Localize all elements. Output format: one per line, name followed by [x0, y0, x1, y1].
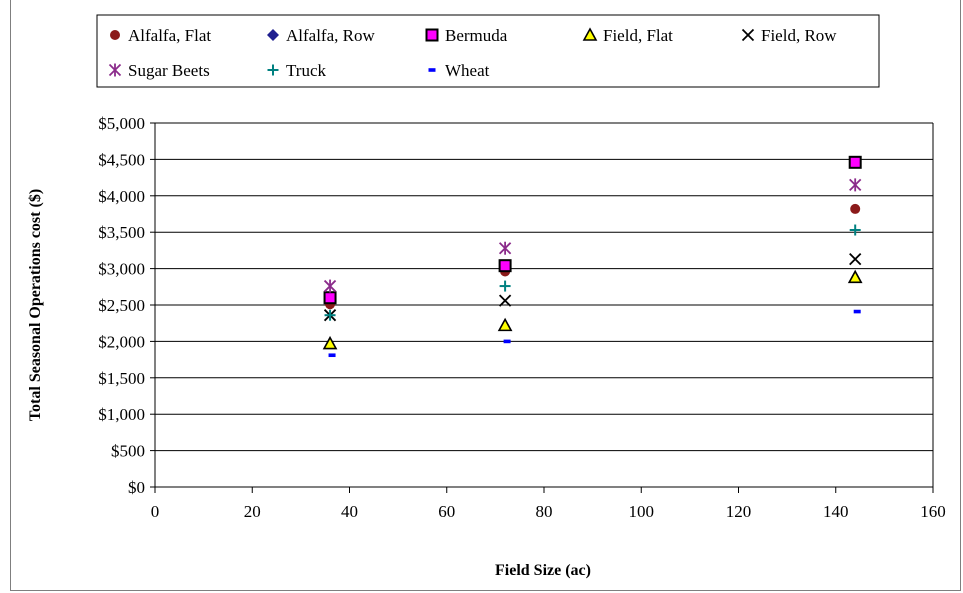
data-point-wheat: [503, 339, 511, 344]
y-tick-label: $3,000: [98, 260, 145, 279]
grid-lines: [155, 122, 933, 488]
x-tick-label: 80: [536, 502, 553, 521]
legend-marker-truck: [267, 64, 279, 76]
legend-marker-wheat: [428, 68, 436, 72]
legend-marker-field-flat: [582, 27, 598, 41]
y-tick-label: $5,000: [98, 114, 145, 133]
y-tick-label: $0: [128, 478, 145, 497]
legend-label: Alfalfa, Row: [286, 26, 375, 45]
axes: [150, 122, 934, 493]
legend-marker-sugar-beets: [108, 63, 122, 77]
data-point-bermuda: [848, 155, 862, 169]
data-point-bermuda: [498, 259, 512, 273]
data-point-truck: [324, 309, 336, 321]
legend-marker-field-row: [741, 28, 755, 42]
data-point-field-row: [849, 252, 862, 266]
legend-label: Sugar Beets: [128, 61, 210, 80]
x-tick-label: 40: [341, 502, 358, 521]
data-point-wheat: [328, 353, 336, 358]
data-point-field-row: [498, 294, 512, 307]
legend: Alfalfa, Flat Alfalfa, Row Bermuda Field, F…: [96, 14, 880, 88]
x-tick-label: 0: [151, 502, 160, 521]
y-tick-label: $1,000: [98, 405, 145, 424]
y-tick-label: $2,500: [98, 296, 145, 315]
y-tick-label: $4,500: [98, 150, 145, 169]
legend-label: Alfalfa, Flat: [128, 26, 211, 45]
x-axis-title: Field Size (ac): [495, 562, 591, 579]
y-tick-label: $4,000: [98, 187, 145, 206]
x-tick-label: 60: [438, 502, 455, 521]
x-tick-label: 100: [629, 502, 655, 521]
chart-frame: [10, 0, 961, 591]
legend-marker-alfalfa-flat: [110, 30, 120, 40]
data-point-sugar-beets: [849, 178, 862, 192]
data-point-bermuda: [323, 291, 337, 305]
data-point-field-flat: [847, 269, 863, 284]
data-point-sugar-beets: [498, 241, 512, 255]
legend-label: Bermuda: [445, 26, 508, 45]
x-tick-label: 120: [726, 502, 752, 521]
data-point-truck: [849, 224, 861, 236]
legend-label: Truck: [286, 61, 326, 80]
y-axis-title: Total Seasonal Operations cost ($): [27, 189, 44, 421]
legend-marker-alfalfa-row: [267, 29, 279, 41]
x-tick-label: 160: [920, 502, 946, 521]
y-tick-label: $1,500: [98, 369, 145, 388]
y-tick-label: $3,500: [98, 223, 145, 242]
legend-label: Wheat: [445, 61, 490, 80]
data-point-field-flat: [322, 335, 338, 350]
tick-labels: $0 $500 $1,000 $1,500 $2,000 $2,500 $3,000 $3,5…: [98, 114, 946, 521]
data-point-sugar-beets: [323, 279, 337, 293]
legend-box: [96, 14, 880, 88]
legend-label: Field, Row: [761, 26, 837, 45]
legend-marker-bermuda: [425, 28, 439, 42]
y-tick-label: $2,000: [98, 332, 145, 351]
y-tick-label: $500: [111, 442, 145, 461]
data-point-field-flat: [497, 317, 513, 332]
data-points: [322, 155, 863, 358]
legend-label: Field, Flat: [603, 26, 673, 45]
data-point-truck: [499, 280, 511, 292]
data-point-alfalfa-flat: [850, 203, 861, 214]
x-tick-label: 140: [823, 502, 849, 521]
data-point-wheat: [853, 309, 861, 314]
x-tick-label: 20: [244, 502, 261, 521]
